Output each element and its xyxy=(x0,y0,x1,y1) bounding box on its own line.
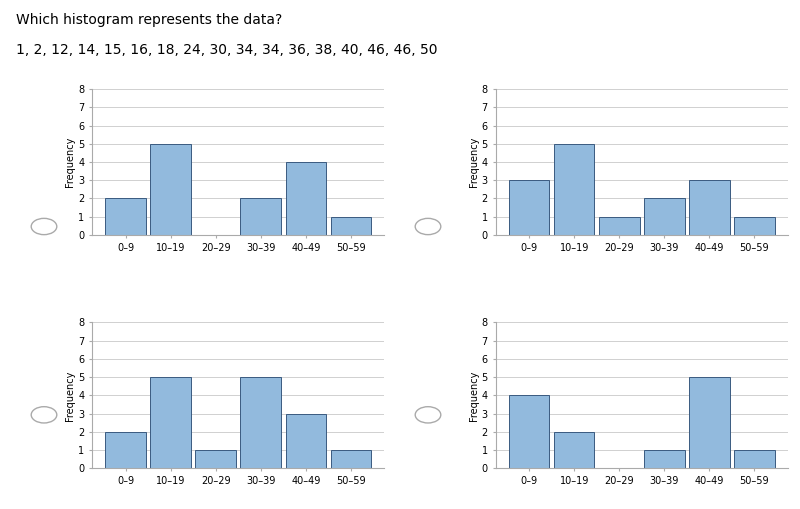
Bar xyxy=(286,162,326,235)
Y-axis label: Frequency: Frequency xyxy=(469,370,479,420)
Bar xyxy=(689,377,730,468)
Bar xyxy=(509,395,550,468)
Bar xyxy=(554,144,594,235)
Bar xyxy=(195,450,236,468)
Y-axis label: Frequency: Frequency xyxy=(66,370,75,420)
Bar xyxy=(554,432,594,468)
Bar xyxy=(150,377,191,468)
Bar xyxy=(599,217,639,235)
Bar xyxy=(241,199,281,235)
Bar xyxy=(689,180,730,235)
Text: Which histogram represents the data?: Which histogram represents the data? xyxy=(16,13,282,27)
Y-axis label: Frequency: Frequency xyxy=(66,137,75,187)
Bar xyxy=(644,199,685,235)
Bar xyxy=(286,414,326,468)
Bar xyxy=(509,180,550,235)
Bar xyxy=(644,450,685,468)
Text: 1, 2, 12, 14, 15, 16, 18, 24, 30, 34, 34, 36, 38, 40, 46, 46, 50: 1, 2, 12, 14, 15, 16, 18, 24, 30, 34, 34… xyxy=(16,43,438,58)
Bar xyxy=(734,217,774,235)
Bar xyxy=(241,377,281,468)
Bar xyxy=(734,450,774,468)
Bar xyxy=(106,199,146,235)
Bar xyxy=(330,217,371,235)
Bar xyxy=(106,432,146,468)
Bar xyxy=(150,144,191,235)
Bar xyxy=(330,450,371,468)
Y-axis label: Frequency: Frequency xyxy=(469,137,479,187)
